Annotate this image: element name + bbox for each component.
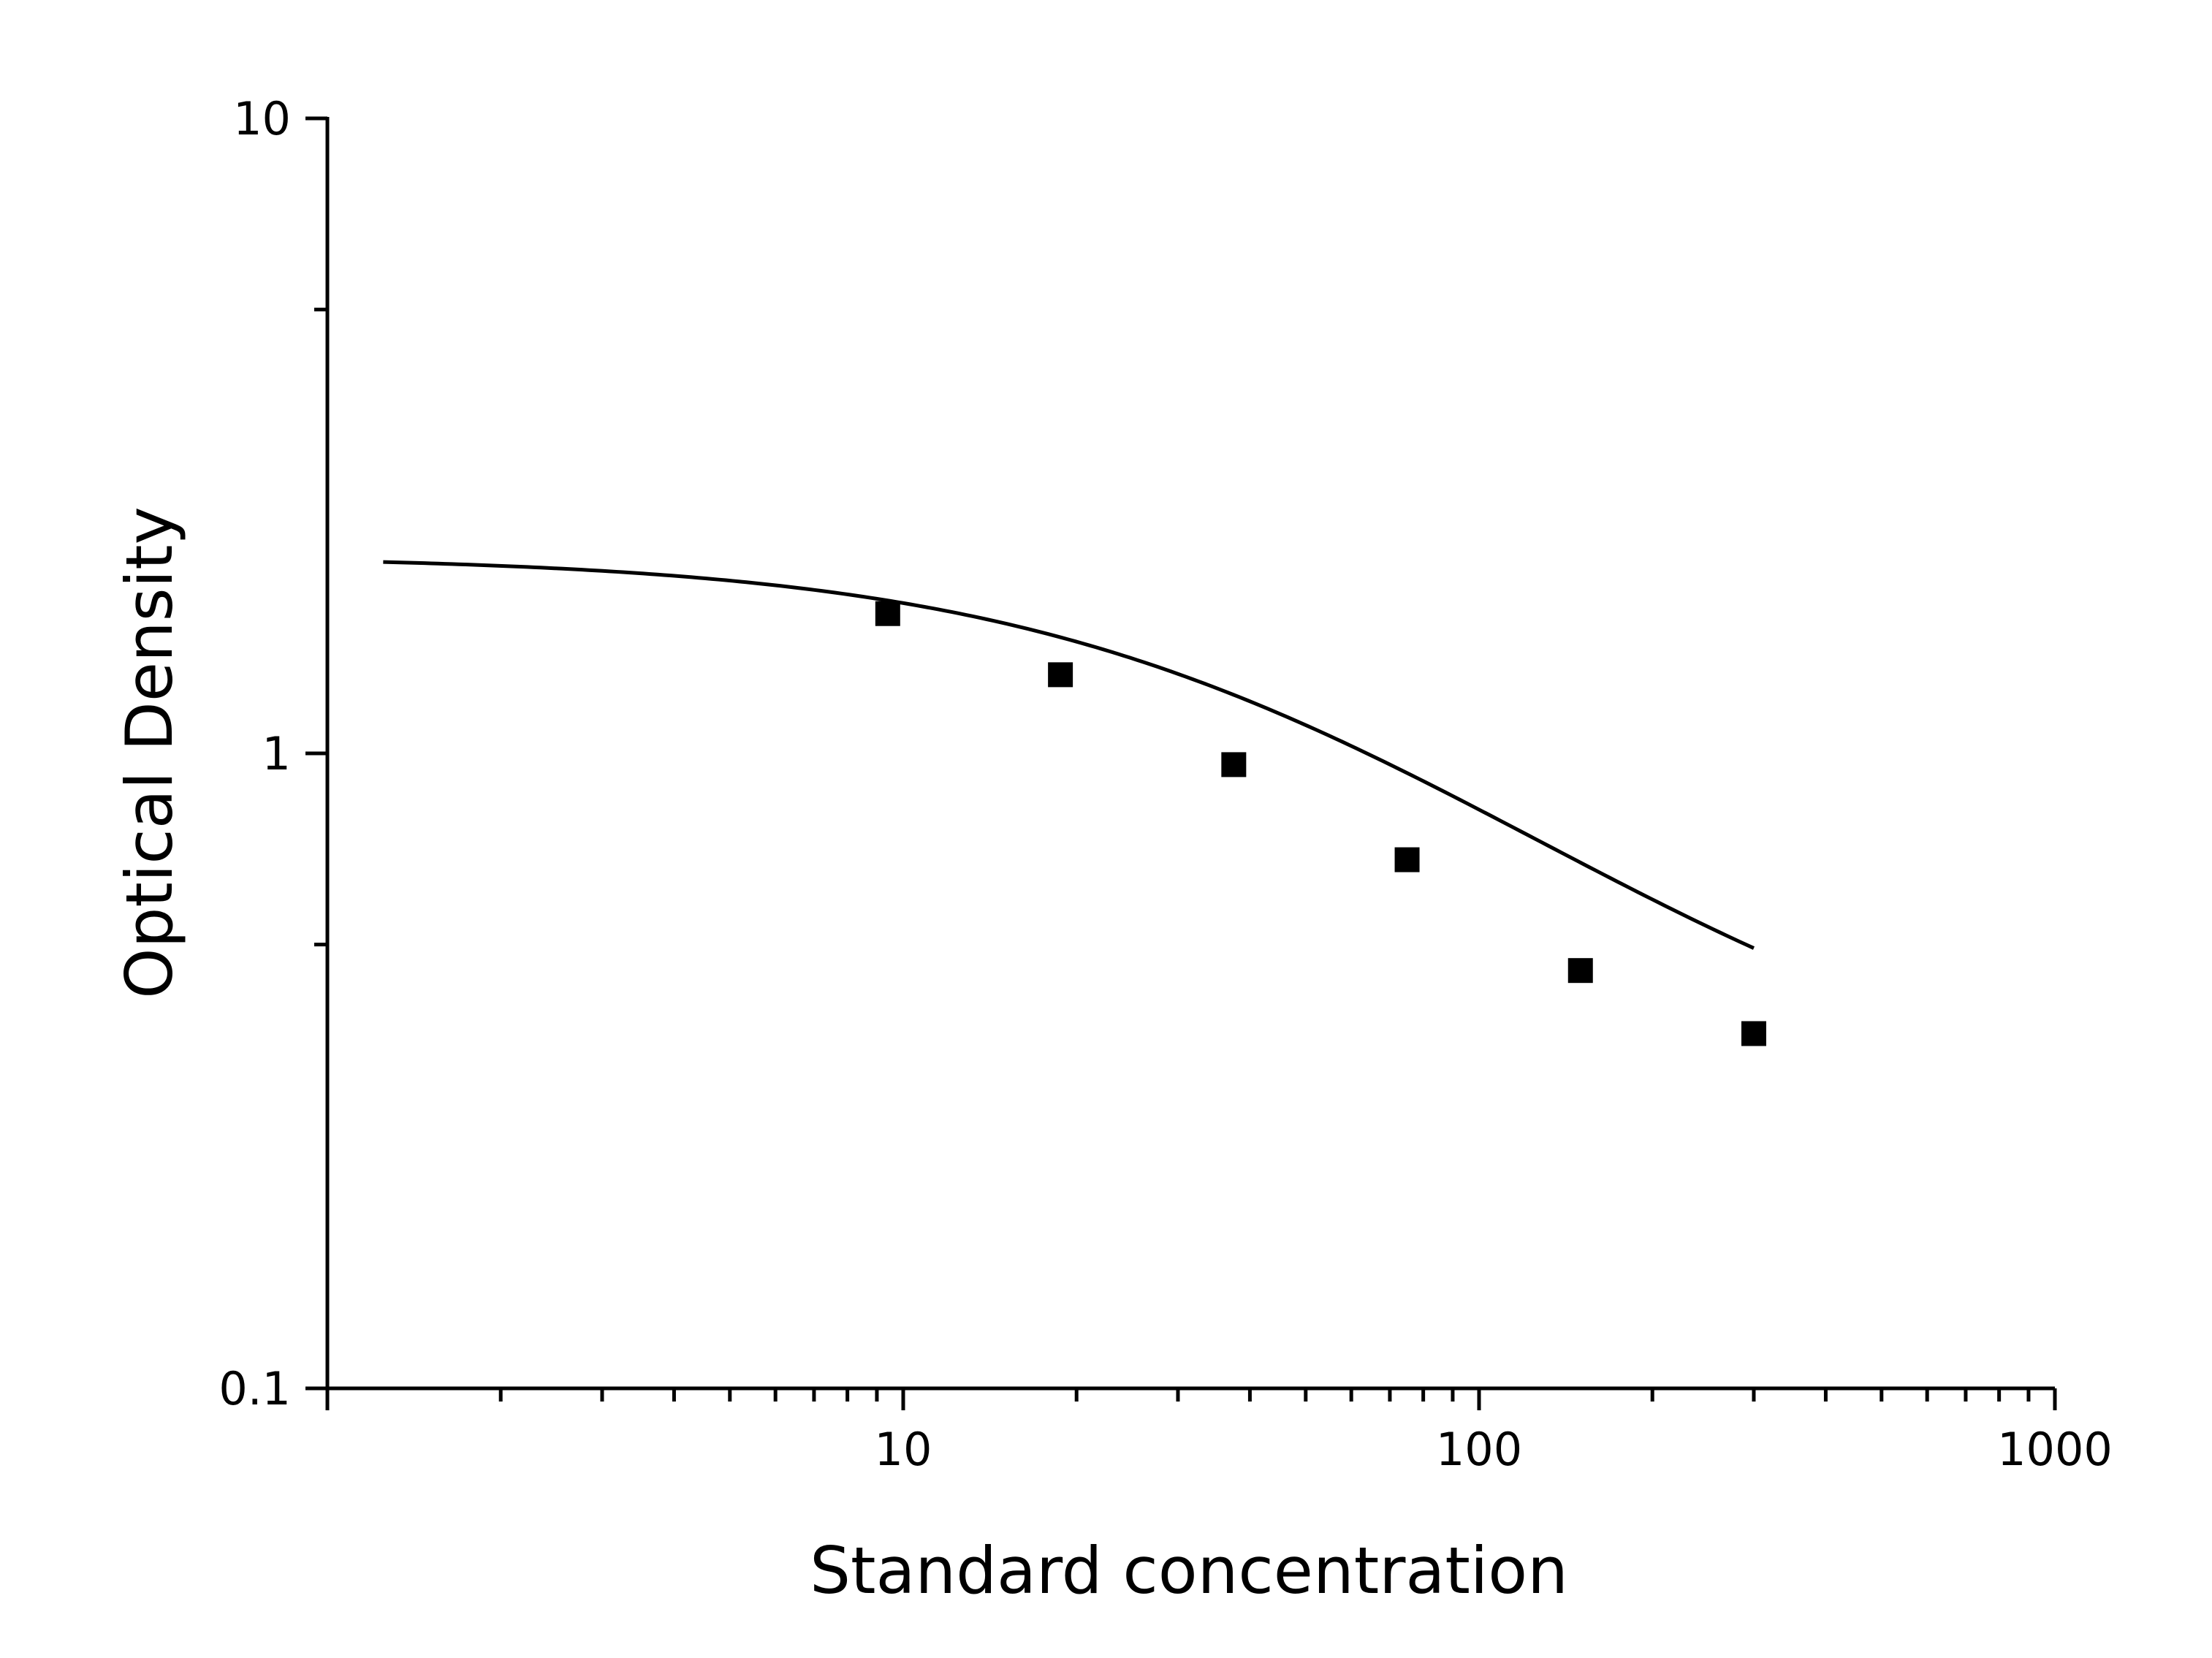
y-axis-title: Optical Density — [112, 506, 187, 998]
fit-curve — [383, 560, 1755, 950]
axes: 0.1 1 10 10 100 1000 — [218, 92, 2113, 1476]
x-tick-label: 1000 — [1997, 1423, 2113, 1476]
data-point — [1567, 958, 1593, 984]
data-point — [1394, 847, 1420, 872]
data-point — [1741, 1021, 1766, 1046]
fit-curve-group — [383, 560, 1755, 950]
data-point — [875, 601, 900, 626]
y-tick-label: 0.1 — [218, 1362, 291, 1415]
data-points — [875, 601, 1766, 1046]
x-tick-label: 10 — [875, 1423, 932, 1476]
data-point — [1048, 662, 1073, 688]
y-tick-label: 1 — [262, 727, 291, 780]
x-axis-title: Standard concentration — [810, 1533, 1568, 1608]
y-tick-label: 10 — [233, 92, 291, 145]
x-tick-label: 100 — [1436, 1423, 1522, 1476]
data-point — [1221, 752, 1247, 777]
